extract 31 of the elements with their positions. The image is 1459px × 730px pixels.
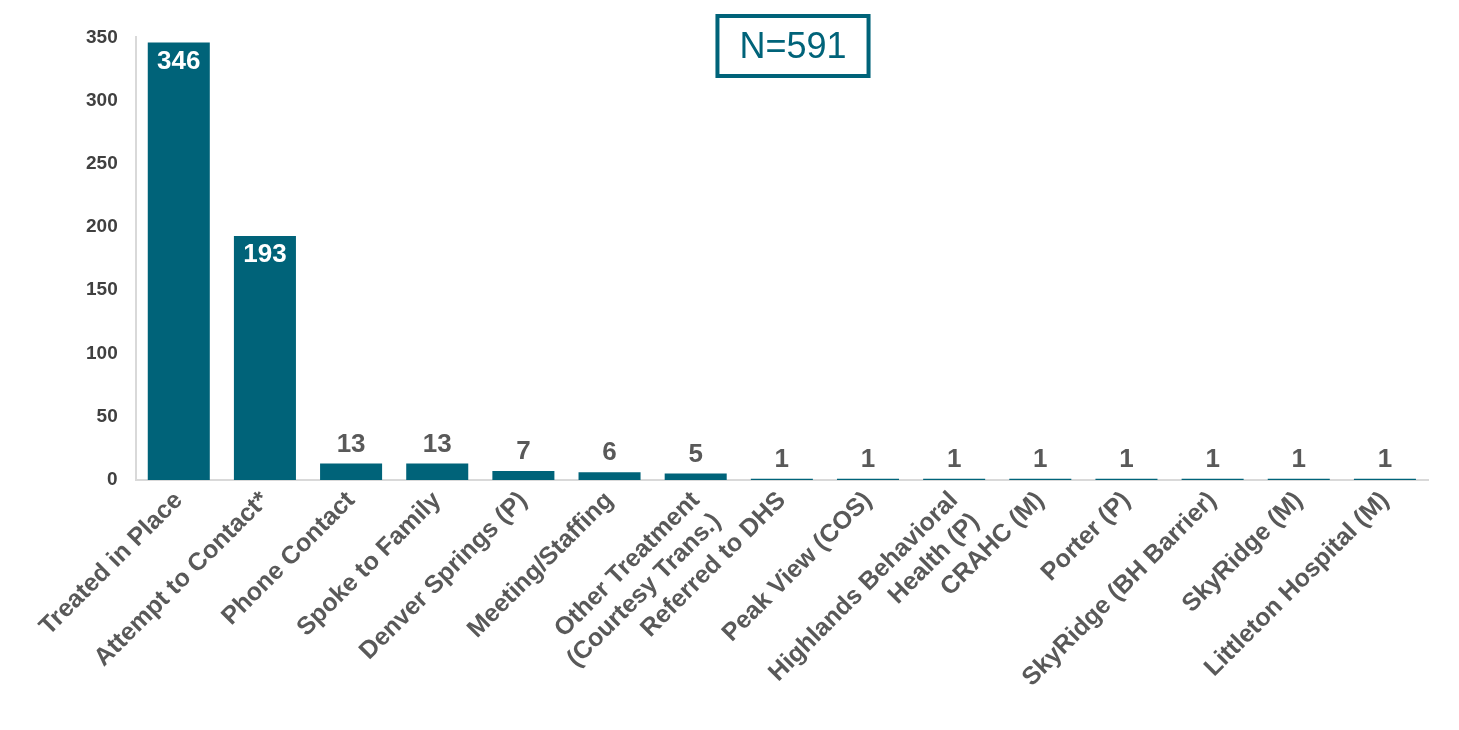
- y-tick-label: 350: [86, 25, 118, 47]
- bar: [406, 463, 469, 480]
- bar: [578, 472, 641, 480]
- data-label: 1: [1033, 442, 1048, 473]
- data-label: 7: [516, 435, 531, 466]
- data-label: 193: [243, 238, 287, 269]
- data-label: 1: [946, 442, 962, 473]
- data-label: 6: [602, 436, 617, 467]
- bar: [233, 235, 296, 480]
- data-label: 5: [688, 437, 703, 468]
- bar: [492, 471, 555, 480]
- y-tick-label: 0: [107, 468, 118, 490]
- bar: [147, 42, 210, 480]
- data-label: 1: [1205, 442, 1220, 473]
- y-tick-label: 50: [96, 404, 118, 426]
- y-tick-label: 100: [86, 341, 118, 363]
- bar: [664, 473, 727, 480]
- data-label: 1: [1377, 442, 1393, 473]
- data-label: 346: [157, 44, 201, 75]
- data-label: 1: [1119, 442, 1134, 473]
- data-label: 13: [336, 427, 366, 458]
- y-tick-label: 150: [86, 278, 118, 300]
- data-label: 1: [860, 442, 876, 473]
- y-tick-label: 300: [86, 88, 118, 110]
- annotation: N=591: [739, 24, 847, 66]
- y-tick-label: 200: [86, 215, 118, 237]
- data-label: 1: [774, 442, 790, 473]
- bar: [320, 463, 383, 480]
- data-label: 1: [1291, 442, 1306, 473]
- y-tick-label: 250: [86, 152, 118, 174]
- data-label: 13: [422, 427, 452, 458]
